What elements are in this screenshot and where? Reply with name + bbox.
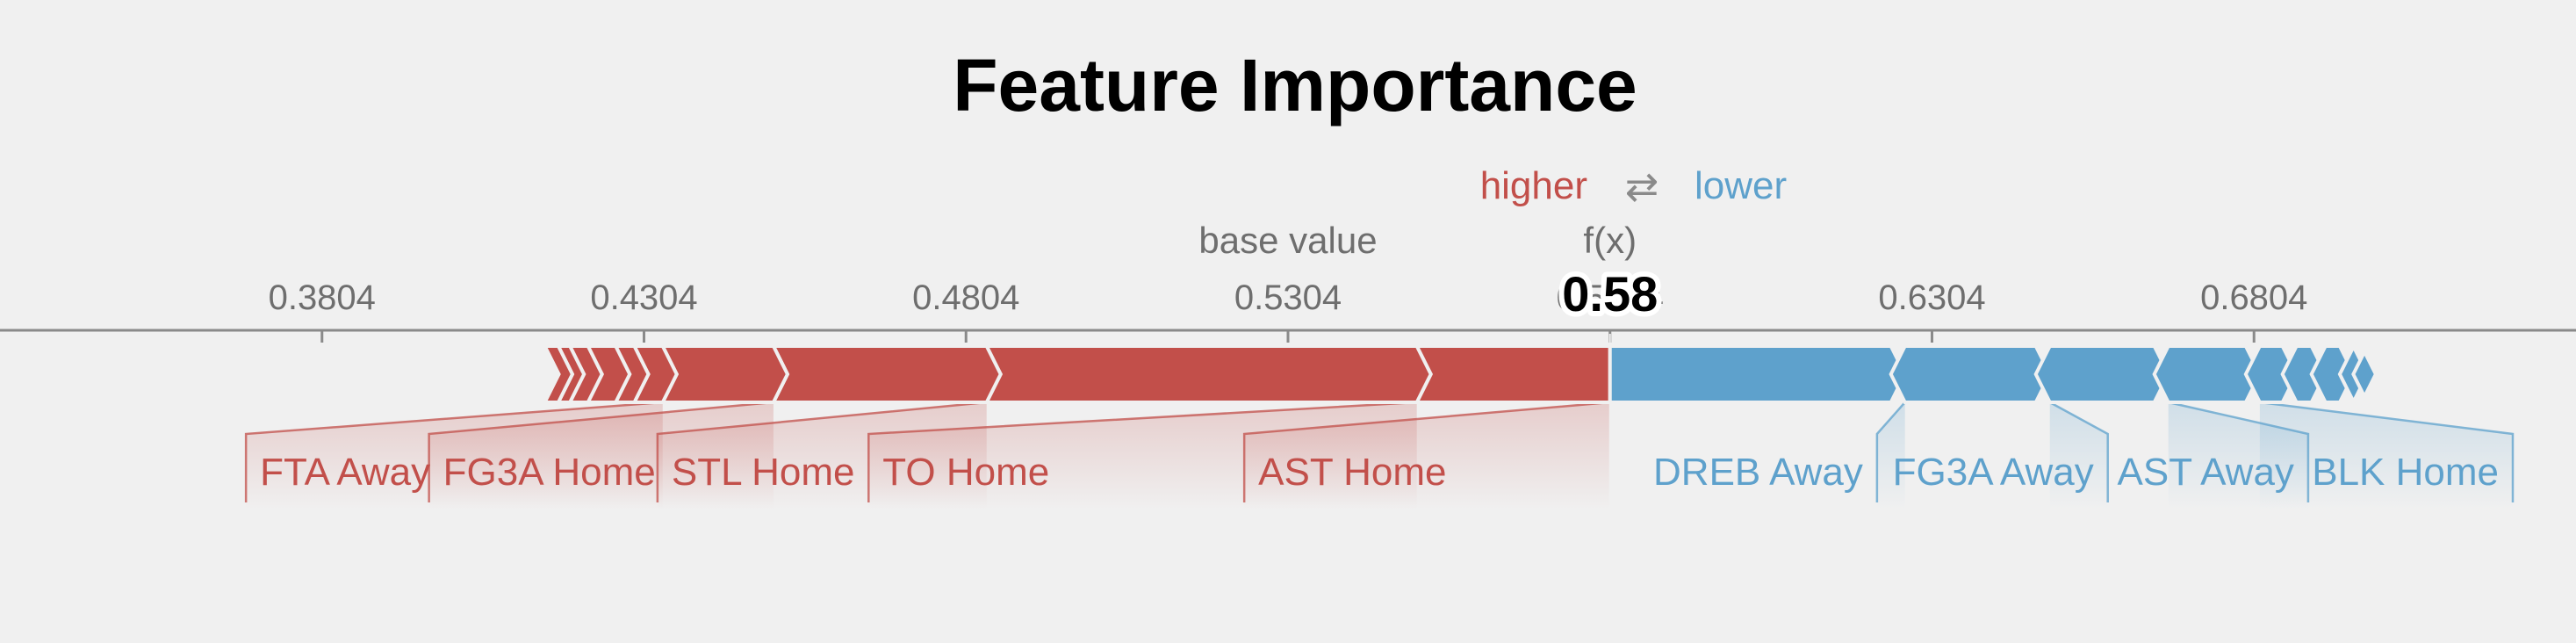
label-connector xyxy=(1242,401,1610,502)
label-connector xyxy=(244,401,663,502)
label-connector xyxy=(428,401,774,502)
bar-segment xyxy=(2152,344,2263,404)
feature-label: AST Away xyxy=(2118,451,2294,494)
tick-label: 0.6304 xyxy=(1878,278,1985,317)
label-connector xyxy=(2259,401,2515,502)
label-connector xyxy=(2049,401,2109,502)
feature-label: FG3A Home xyxy=(443,451,656,494)
bar-segment xyxy=(2243,344,2299,404)
bar-segment xyxy=(2280,344,2328,404)
tick-label: 0.5304 xyxy=(1234,278,1342,317)
tick-label: 0.4304 xyxy=(590,278,697,317)
bar-segment xyxy=(2309,344,2357,404)
label-shades xyxy=(246,402,2514,509)
feature-label: TO Home xyxy=(882,451,1049,494)
x-axis: 0.3804 0.4304 0.4804 0.5304 0.5804 0.6304 0.68… xyxy=(0,278,2576,343)
label-shade xyxy=(868,402,1417,509)
tick-label: 0.6804 xyxy=(2200,278,2307,317)
label-connector xyxy=(1875,401,1906,502)
bars xyxy=(542,334,2378,509)
label-shade xyxy=(2259,402,2514,509)
legend-higher: higher xyxy=(1480,164,1587,207)
bar-segment xyxy=(983,344,1433,404)
feature-label: BLK Home xyxy=(2312,451,2499,494)
bar-segment xyxy=(1889,344,2052,404)
chart-title: Feature Importance xyxy=(953,44,1637,126)
bar-segment xyxy=(770,344,1003,404)
base-value-label: base value xyxy=(1198,220,1377,261)
bar-segment xyxy=(1608,344,1907,404)
tick-label: 0.4804 xyxy=(912,278,1019,317)
bar-segment xyxy=(2033,344,2170,404)
bar-segment xyxy=(542,344,575,404)
label-shade xyxy=(1876,402,1905,509)
label-connector xyxy=(867,401,1417,502)
legend-arrow-icon: ⇄ xyxy=(1625,163,1659,209)
label-connector xyxy=(656,401,987,502)
feature-label: AST Home xyxy=(1258,451,1446,494)
label-connectors xyxy=(244,401,2515,502)
legend-lower: lower xyxy=(1695,164,1787,207)
bar-segment xyxy=(659,344,790,404)
feature-label: FG3A Away xyxy=(1893,451,2094,494)
tick-label: 0.3804 xyxy=(269,278,376,317)
feature-label: DREB Away xyxy=(1653,451,1863,494)
feature-labels: AST Home TO Home STL Home FG3A Home FTA Away… xyxy=(260,451,2499,494)
bar-segment xyxy=(1414,344,1612,404)
label-connector xyxy=(2168,401,2310,502)
label-shade xyxy=(2049,402,2108,509)
legend: higher ⇄ lower xyxy=(1480,163,1787,209)
fx-label: f(x) xyxy=(1583,220,1637,261)
tick-label: 0.5804 xyxy=(1557,278,1664,317)
fx-value: 0.58 xyxy=(1562,266,1658,322)
feature-label: STL Home xyxy=(672,451,855,494)
label-shade xyxy=(246,402,663,509)
feature-label: FTA Away xyxy=(260,451,430,494)
bar-segment xyxy=(2351,344,2378,404)
